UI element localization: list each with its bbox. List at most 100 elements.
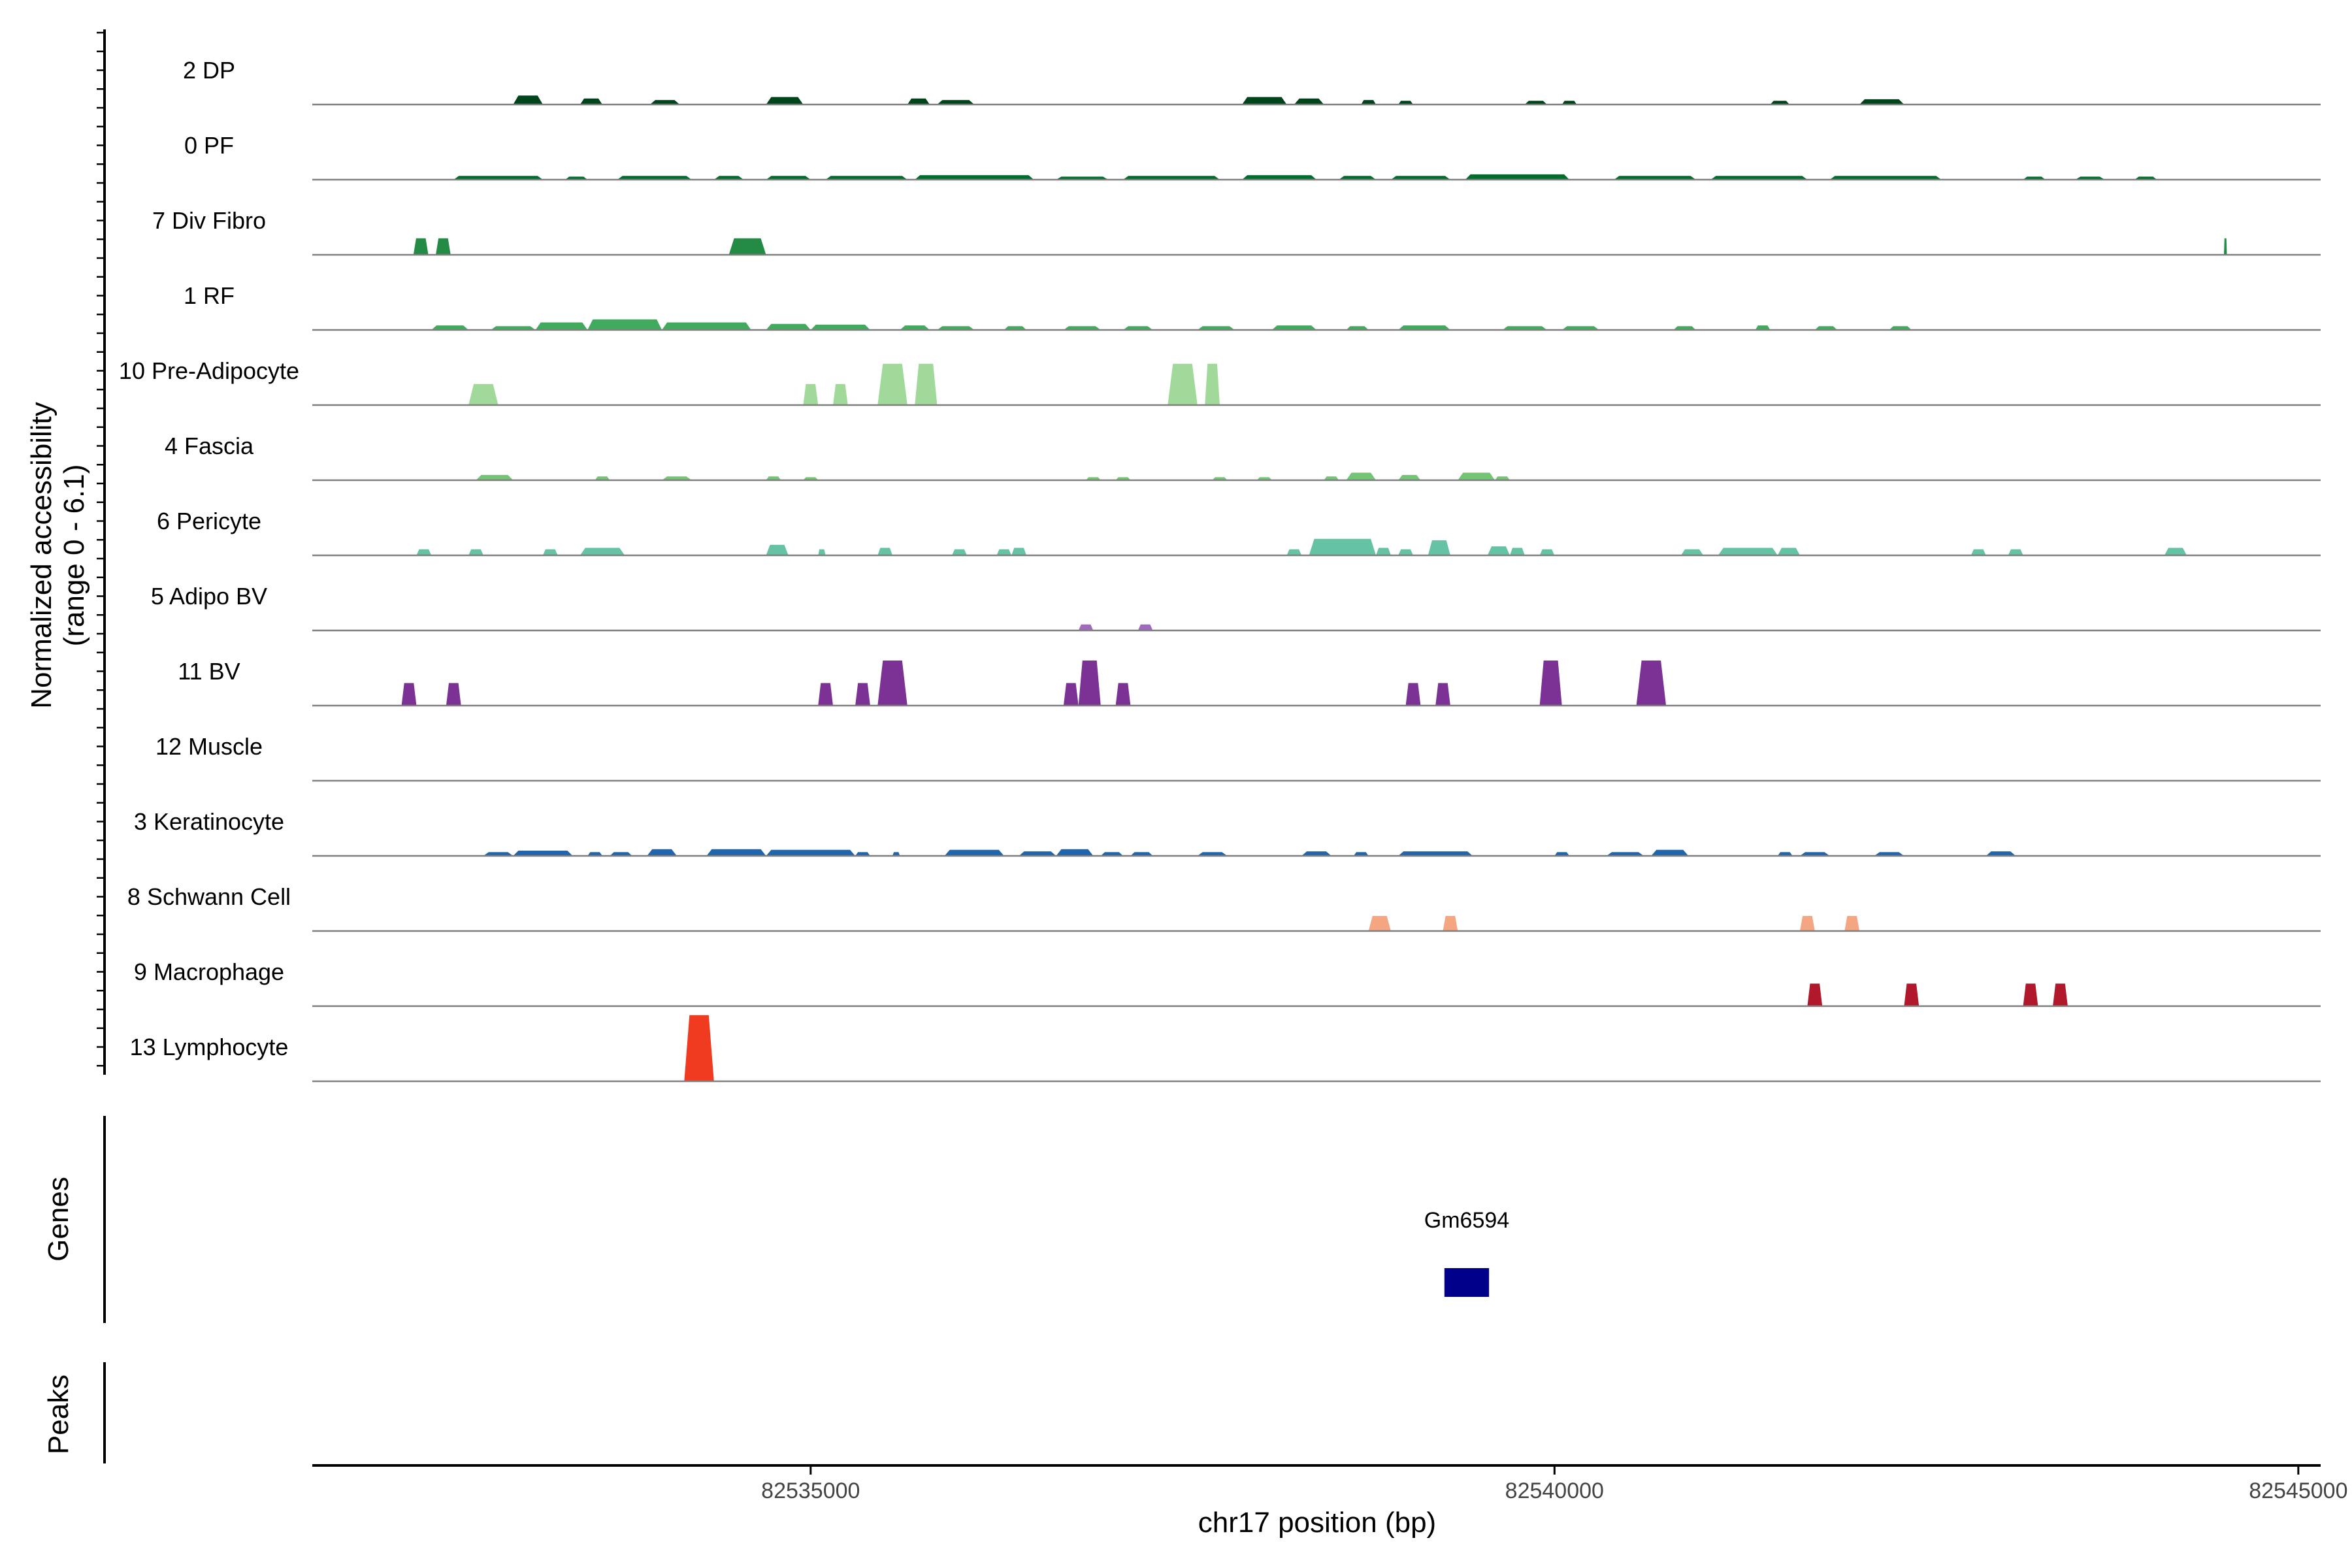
track-label: 8 Schwann Cell [127,883,291,910]
coverage-peak [1800,852,1830,856]
track-label: 0 PF [184,132,234,159]
coverage-peak [877,661,907,706]
coverage-peak [2008,549,2023,555]
coverage-peak [1607,852,1644,856]
x-tick-label: 82540000 [1505,1478,1604,1503]
track-label: 7 Div Fibro [152,207,266,234]
y-axis-title: Normalized accessibility (range 0 - 6.1) [25,402,90,708]
gene-body [1444,1268,1490,1297]
coverage-peak [907,98,930,105]
coverage-peak [1063,683,1079,706]
coverage-peak [1495,476,1510,480]
coverage-peak [833,384,848,405]
coverage-peak [1510,547,1525,555]
coverage-peak [1680,549,1703,555]
coverage-peak [1123,326,1153,330]
coverage-peak [1137,624,1153,630]
coverage-peak [1502,326,1547,330]
coverage-peak [1301,851,1331,856]
coverage-peak [1368,916,1391,931]
coverage-tracks: 2 DP 0 PF 7 Div Fibro 1 RF 10 Pre-Adipocyte 4… [119,57,2321,1083]
coverage-peak [1197,326,1235,330]
coverage-peak [825,176,907,180]
coverage-peak [1376,547,1391,555]
coverage-peak [810,324,870,330]
coverage-peak [1524,101,1547,105]
track-label: 2 DP [183,57,235,84]
coverage-peak [2023,983,2038,1006]
track-label: 5 Adipo BV [151,583,267,610]
coverage-peak [1294,98,1324,105]
coverage-peak [944,849,1004,856]
coverage-peak [1889,326,1912,330]
coverage-peak [1874,852,1904,856]
coverage-peak [1078,624,1094,630]
coverage-peak [1063,326,1101,330]
track-10: 12 Muscle [155,733,2321,782]
coverage-peak [1718,547,1778,555]
coverage-peak [1271,325,1316,330]
coverage-peak [818,549,826,555]
coverage-peak [2053,983,2068,1006]
coverage-peak [1710,176,1808,180]
coverage-peak [1561,326,1599,330]
coverage-peak [1554,852,1570,856]
coverage-peak [803,384,819,405]
coverage-peak [1458,472,1495,480]
coverage-peak [1405,683,1421,706]
coverage-peak [1286,549,1302,555]
track-1: 2 DP [183,57,2321,106]
coverage-peak [662,476,692,480]
coverage-peak [1130,852,1153,856]
coverage-peak [535,322,588,330]
x-tick-label: 82545000 [2249,1478,2347,1503]
coverage-peak [1465,174,1570,180]
coverage-peak [491,326,536,330]
track-5: 10 Pre-Adipocyte [119,357,2321,406]
coverage-peak [587,319,662,330]
coverage-peak [1398,851,1473,856]
coverage-peak [1904,983,1919,1006]
coverage-peak [587,852,602,856]
coverage-peak [1443,916,1458,931]
coverage-peak [766,544,789,555]
coverage-peak [766,476,781,480]
coverage-peak [436,238,451,255]
coverage-peak [1800,916,1815,931]
track-2: 0 PF [184,132,2321,181]
coverage-peak [1115,683,1131,706]
coverage-peak [818,683,833,706]
coverage-peak [855,683,870,706]
coverage-peak [1777,852,1793,856]
coverage-peak [684,1015,714,1081]
coverage-peak [996,549,1012,555]
coverage-peak [1673,326,1696,330]
gene-label: Gm6594 [1424,1208,1509,1233]
coverage-peak [542,549,558,555]
coverage-peak [649,100,680,105]
coverage-peak [952,549,967,555]
coverage-peak [431,325,469,330]
genes-panel-title: Genes [42,1177,74,1262]
coverage-peak [1844,916,1860,931]
coverage-peak [766,97,804,105]
track-11: 3 Keratinocyte [134,808,2321,857]
coverage-peak [617,176,692,180]
coverage-peak [855,852,870,856]
coverage-peak [1398,475,1421,480]
x-tick-label: 82535000 [761,1478,860,1503]
coverage-peak [1346,326,1369,330]
coverage-peak [476,475,514,480]
coverage-peak [2164,547,2187,555]
coverage-peak [1324,476,1339,480]
coverage-peak [706,849,766,856]
x-axis-title: chr17 position (bp) [1198,1507,1436,1539]
coverage-peak [513,95,543,105]
coverage-peak [1814,326,1837,330]
coverage-peak [513,851,573,856]
coverage-peak [1614,176,1696,180]
coverage-peak [416,549,432,555]
track-13: 9 Macrophage [134,958,2321,1007]
coverage-peak [1309,538,1377,555]
